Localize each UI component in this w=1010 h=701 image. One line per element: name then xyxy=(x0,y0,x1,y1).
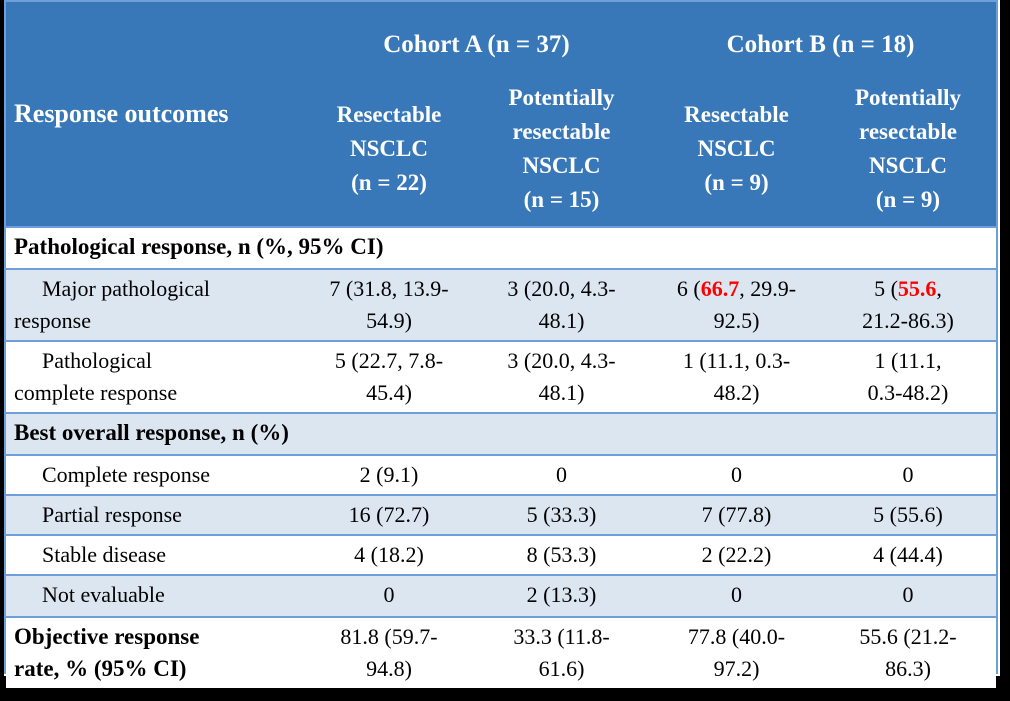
cell-cohort-b-resectable: 0 xyxy=(731,462,742,487)
cell-cohort-b-potentially-resectable: 5 (55.6) xyxy=(873,502,943,527)
section-label: Best overall response, n (%) xyxy=(14,420,289,445)
cell-cohort-a-potentially-resectable: 3 (20.0, 4.3- 48.1) xyxy=(507,348,616,405)
cell-cohort-a-potentially-resectable: 33.3 (11.8- 61.6) xyxy=(513,624,610,681)
cell-text: , 29.9- 92.5) xyxy=(713,276,797,333)
cell-text: 3 (20.0, 4.3- 48.1) xyxy=(507,276,616,333)
header-col-potentially-resectable-a: Potentially resectable NSCLC (n = 15) xyxy=(508,85,615,212)
cell-cohort-a-resectable: 81.8 (59.7- 94.8) xyxy=(340,624,438,681)
cell-cohort-b-resectable: 6 (66.7, 29.9- 92.5) xyxy=(649,270,824,340)
section-row-best-overall-response: Best overall response, n (%) xyxy=(6,412,996,454)
cell-cohort-a-resectable: 2 (9.1) xyxy=(359,462,419,487)
header-cohort-b: Cohort B (n = 18) xyxy=(726,31,915,58)
header-col-resectable-a: Resectable NSCLC (n = 22) xyxy=(336,102,442,195)
row-label: Pathological complete response xyxy=(14,348,178,405)
cell-cohort-a-potentially-resectable: 5 (33.3) xyxy=(526,502,597,527)
cell-cohort-b-potentially-resectable: 4 (44.4) xyxy=(873,542,943,567)
table-row-not-evaluable: Not evaluable 0 2 (13.3) 0 0 xyxy=(6,574,996,616)
cell-cohort-b-potentially-resectable: 1 (11.1, 0.3-48.2) xyxy=(867,348,949,405)
row-label: Objective response rate, % (95% CI) xyxy=(14,624,200,681)
cell-cohort-b-resectable: 77.8 (40.0- 97.2) xyxy=(687,624,786,681)
cell-text: 6 ( xyxy=(676,276,701,301)
cell-cohort-a-potentially-resectable: 8 (53.3) xyxy=(526,542,597,567)
table-row-stable-disease: Stable disease 4 (18.2) 8 (53.3) 2 (22.2… xyxy=(6,534,996,574)
table-row-complete-response: Complete response 2 (9.1) 0 0 0 xyxy=(6,454,996,494)
cell-cohort-b-resectable: 2 (22.2) xyxy=(701,542,772,567)
response-outcomes-table: Response outcomes Cohort A (n = 37) Coho… xyxy=(4,0,998,688)
section-row-pathological-response: Pathological response, n (%, 95% CI) xyxy=(6,226,996,268)
cell-text: , 21.2-86.3) xyxy=(862,276,954,333)
table-row-objective-response-rate: Objective response rate, % (95% CI) 81.8… xyxy=(6,616,996,688)
cell-cohort-a-resectable: 16 (72.7) xyxy=(348,502,430,527)
table-row-major-pathological-response: Major pathological response 7 (31.8, 13.… xyxy=(6,268,996,340)
section-label: Pathological response, n (%, 95% CI) xyxy=(14,234,384,259)
row-label: Partial response xyxy=(42,502,182,527)
cell-cohort-a-resectable: 4 (18.2) xyxy=(354,542,424,567)
header-col-resectable-b: Resectable NSCLC (n = 9) xyxy=(684,102,789,195)
cell-text: 5 ( xyxy=(874,276,898,301)
table-row-partial-response: Partial response 16 (72.7) 5 (33.3) 7 (7… xyxy=(6,494,996,534)
table-header: Response outcomes Cohort A (n = 37) Coho… xyxy=(6,2,996,226)
row-label: Not evaluable xyxy=(42,582,165,607)
header-col-potentially-resectable-b: Potentially resectable NSCLC (n = 9) xyxy=(854,85,962,212)
cell-text: 7 (31.8, 13.9- 54.9) xyxy=(329,276,449,333)
cell-cohort-b-resectable: 1 (11.1, 0.3- 48.2) xyxy=(682,348,791,405)
cell-cohort-b-resectable: 7 (77.8) xyxy=(701,502,772,527)
cell-cohort-b-potentially-resectable: 0 xyxy=(902,462,914,487)
cell-cohort-b-potentially-resectable: 5 (55.6, 21.2-86.3) xyxy=(824,270,992,340)
row-label: Major pathological response xyxy=(14,276,211,333)
header-cohort-a: Cohort A (n = 37) xyxy=(383,31,570,58)
cell-cohort-a-potentially-resectable: 3 (20.0, 4.3- 48.1) xyxy=(474,270,649,340)
highlighted-value: 55.6 xyxy=(897,276,937,301)
table-row-pathological-complete-response: Pathological complete response 5 (22.7, … xyxy=(6,340,996,412)
row-label: Complete response xyxy=(42,462,211,487)
cell-cohort-b-potentially-resectable: 55.6 (21.2- 86.3) xyxy=(859,624,957,681)
header-response-outcomes: Response outcomes xyxy=(14,99,229,128)
cell-cohort-b-potentially-resectable: 0 xyxy=(902,582,914,607)
page-background: Response outcomes Cohort A (n = 37) Coho… xyxy=(4,0,1000,688)
cell-cohort-a-potentially-resectable: 2 (13.3) xyxy=(526,582,597,607)
cell-cohort-a-potentially-resectable: 0 xyxy=(556,462,567,487)
cell-cohort-a-resectable: 5 (22.7, 7.8- 45.4) xyxy=(334,348,444,405)
row-label: Stable disease xyxy=(42,542,167,567)
cell-cohort-b-resectable: 0 xyxy=(731,582,742,607)
highlighted-value: 66.7 xyxy=(700,276,740,301)
cell-cohort-a-resectable: 0 xyxy=(383,582,395,607)
cell-cohort-a-resectable: 7 (31.8, 13.9- 54.9) xyxy=(304,270,474,340)
